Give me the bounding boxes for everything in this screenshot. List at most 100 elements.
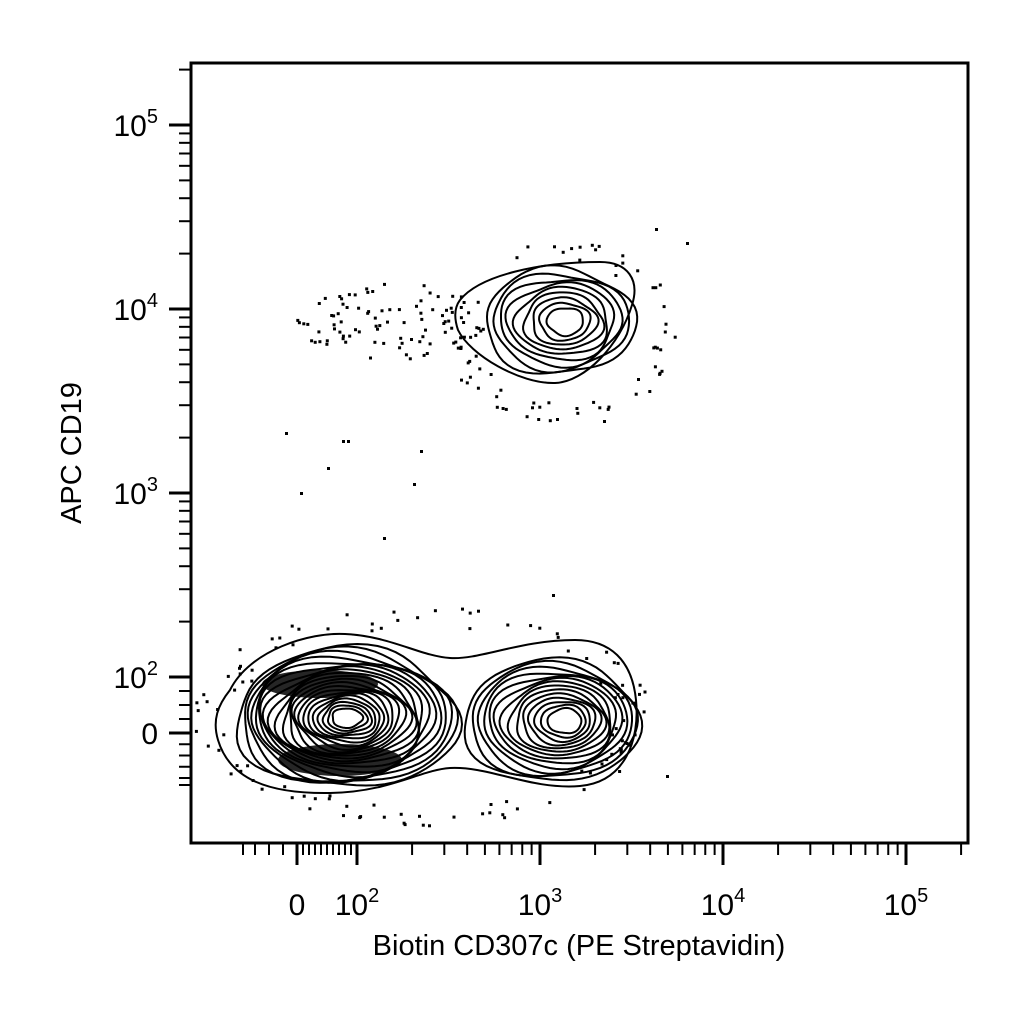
outlier-point <box>580 769 584 773</box>
contour-line <box>327 704 370 732</box>
outlier-point <box>428 291 432 295</box>
outlier-point <box>501 407 505 410</box>
outlier-point <box>614 264 618 267</box>
outlier-point <box>422 284 426 288</box>
outlier-point <box>631 701 635 705</box>
outlier-point <box>195 701 199 705</box>
y-minor-ticks <box>179 68 191 786</box>
outlier-point <box>327 467 330 470</box>
outlier-point <box>318 340 322 344</box>
outlier-point <box>614 727 618 731</box>
outlier-point <box>585 657 589 660</box>
contour-line <box>498 680 612 760</box>
outlier-point <box>548 801 552 805</box>
contour-line <box>297 689 394 751</box>
outlier-point <box>290 624 294 628</box>
outlier-point <box>302 322 306 326</box>
y-tick-label: 104 <box>114 290 159 327</box>
y-axis-title: APC CD19 <box>56 382 88 524</box>
outlier-point <box>468 375 472 379</box>
outlier-points <box>194 228 689 828</box>
outlier-point <box>628 743 632 747</box>
contour-line <box>471 659 639 778</box>
outlier-point <box>648 390 652 393</box>
contour-lines <box>214 260 644 795</box>
outlier-point <box>642 710 646 714</box>
outlier-point <box>468 627 472 631</box>
outlier-point <box>196 709 200 713</box>
outlier-point <box>238 648 242 652</box>
outlier-point <box>633 701 637 705</box>
outlier-point <box>556 418 559 421</box>
outlier-point <box>404 353 408 357</box>
outlier-point <box>621 261 625 265</box>
outlier-point <box>481 812 485 816</box>
outlier-point <box>479 329 483 333</box>
outlier-point <box>235 764 239 768</box>
outlier-point <box>465 381 469 385</box>
outlier-point <box>420 317 424 321</box>
outlier-point <box>325 342 329 346</box>
outlier-point <box>338 330 342 334</box>
outlier-point <box>447 319 451 323</box>
outlier-point <box>600 762 604 766</box>
outlier-point <box>538 405 542 409</box>
outlier-point <box>612 661 616 665</box>
outlier-point <box>332 323 336 327</box>
outlier-point <box>686 242 689 245</box>
outlier-point <box>302 794 306 798</box>
outlier-point <box>370 622 374 626</box>
outlier-point <box>296 318 300 322</box>
x-tick-label: 105 <box>884 885 929 922</box>
outlier-point <box>532 401 536 405</box>
outlier-point <box>594 248 598 252</box>
outlier-point <box>239 769 243 773</box>
outlier-point <box>474 354 478 358</box>
outlier-point <box>621 254 625 258</box>
outlier-point <box>336 312 340 316</box>
outlier-point <box>662 305 666 309</box>
outlier-point <box>382 815 386 819</box>
outlier-point <box>619 748 623 752</box>
outlier-point <box>452 341 456 345</box>
x-tick-labels: 0 102 103 104 105 <box>289 885 929 922</box>
outlier-point <box>478 367 482 371</box>
outlier-point <box>341 337 345 341</box>
outlier-point <box>297 627 301 631</box>
outlier-point <box>450 326 454 330</box>
outlier-point <box>369 356 372 360</box>
outlier-point <box>531 406 534 410</box>
outlier-point <box>344 340 348 344</box>
outlier-point <box>410 338 413 341</box>
outlier-point <box>454 340 458 344</box>
outlier-point <box>537 418 541 421</box>
outlier-point <box>476 386 480 390</box>
contour-line <box>533 701 591 744</box>
outlier-point <box>655 346 659 350</box>
outlier-point <box>613 696 617 700</box>
outlier-point <box>392 610 396 614</box>
outlier-point <box>616 661 620 665</box>
outlier-point <box>637 378 640 381</box>
outlier-point <box>603 420 606 423</box>
outlier-point <box>323 296 327 300</box>
outlier-point <box>382 341 386 345</box>
outlier-point <box>330 314 334 317</box>
contour-line <box>316 697 377 737</box>
outlier-point <box>449 306 453 310</box>
contour-line <box>511 285 608 355</box>
x-tick-label: 102 <box>335 885 380 922</box>
outlier-point <box>605 650 609 654</box>
outlier-point <box>308 807 312 811</box>
outlier-point <box>371 290 375 293</box>
y-tick-labels: 0 102 103 104 105 <box>114 106 159 751</box>
outlier-point <box>424 328 427 332</box>
outlier-point <box>578 245 582 249</box>
outlier-point <box>250 679 254 683</box>
outlier-point <box>416 616 420 620</box>
x-tick-label: 0 <box>289 889 306 922</box>
outlier-point <box>408 357 412 361</box>
outlier-point <box>396 618 400 622</box>
outlier-point <box>285 432 288 435</box>
outlier-point <box>653 365 657 369</box>
